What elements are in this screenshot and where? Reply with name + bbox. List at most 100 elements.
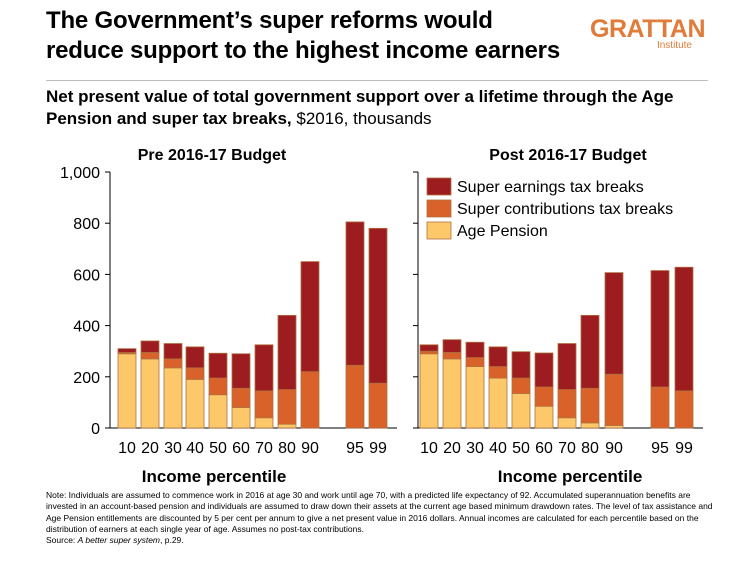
bar-contributions xyxy=(185,367,205,380)
y-tick-label: 600 xyxy=(73,267,100,284)
x-tick-label: 40 xyxy=(186,440,204,457)
bar-contributions xyxy=(254,390,274,419)
x-tick-label: 10 xyxy=(420,440,438,457)
bar-earnings xyxy=(117,348,137,353)
bar-contributions xyxy=(442,352,462,360)
divider xyxy=(46,80,708,81)
bar-contributions xyxy=(534,386,554,407)
panel-title: Pre 2016-17 Budget xyxy=(138,147,287,164)
bar-earnings xyxy=(580,314,600,389)
bar-earnings xyxy=(488,346,508,367)
x-tick-label: 20 xyxy=(443,440,461,457)
x-tick-label: 90 xyxy=(301,440,319,457)
bar-earnings xyxy=(534,352,554,388)
panel-title: Post 2016-17 Budget xyxy=(489,147,647,164)
y-tick-label: 200 xyxy=(73,370,100,387)
y-tick-label: 400 xyxy=(73,319,100,336)
grattan-logo: GRATTAN Institute xyxy=(590,16,720,51)
bar-pension xyxy=(185,378,205,429)
x-tick-label: 90 xyxy=(605,440,623,457)
bar-contributions xyxy=(650,386,670,429)
bar-earnings xyxy=(465,341,485,358)
legend-label: Super earnings tax breaks xyxy=(457,179,644,196)
bar-earnings xyxy=(419,344,439,352)
bar-pension xyxy=(557,417,577,429)
bar-pension xyxy=(117,353,137,429)
x-tick-label: 70 xyxy=(558,440,576,457)
x-tick-label: 60 xyxy=(535,440,553,457)
x-tick-label: 80 xyxy=(278,440,296,457)
source-suffix: , p.29. xyxy=(160,535,184,546)
bar-pension xyxy=(231,407,251,429)
x-tick-label: 50 xyxy=(512,440,530,457)
y-tick-label: 800 xyxy=(73,216,100,233)
bar-contributions xyxy=(557,389,577,419)
legend-swatch-contributions xyxy=(426,199,452,218)
bar-earnings xyxy=(442,339,462,353)
x-tick-label: 30 xyxy=(164,440,182,457)
title-line-1: The Government’s super reforms would xyxy=(46,7,493,34)
bar-pension xyxy=(465,366,485,429)
bar-earnings xyxy=(511,351,531,379)
subtitle-units: $2016, thousands xyxy=(291,109,432,128)
x-tick-label: 80 xyxy=(581,440,599,457)
bar-contributions xyxy=(604,373,624,426)
bar-earnings xyxy=(368,227,388,384)
x-tick-label: 40 xyxy=(489,440,507,457)
bar-pension xyxy=(511,393,531,429)
bar-contributions xyxy=(163,358,183,369)
bar-pension xyxy=(419,353,439,429)
notes-text: Note: Individuals are assumed to commenc… xyxy=(46,490,713,534)
bar-earnings xyxy=(674,266,694,392)
chart-title: The Government’s super reforms would red… xyxy=(46,6,606,66)
bar-earnings xyxy=(604,272,624,375)
bar-earnings xyxy=(140,340,160,353)
legend-swatch-earnings xyxy=(426,177,452,196)
bar-pension xyxy=(534,405,554,429)
bar-contributions xyxy=(140,352,160,360)
x-tick-label: 10 xyxy=(118,440,136,457)
source-title: A better super system xyxy=(77,535,161,546)
x-tick-label: 30 xyxy=(466,440,484,457)
bar-contributions xyxy=(208,377,228,396)
bar-pension xyxy=(277,423,297,429)
subtitle-bold: Net present value of total government su… xyxy=(46,87,674,128)
bar-pension xyxy=(208,394,228,429)
title-line-2: reduce support to the highest income ear… xyxy=(46,37,560,64)
bar-contributions xyxy=(488,366,508,379)
chart-subtitle: Net present value of total government su… xyxy=(46,86,726,130)
legend-label: Super contributions tax breaks xyxy=(457,201,673,218)
x-tick-label: 70 xyxy=(255,440,273,457)
bar-contributions xyxy=(345,364,365,429)
bar-contributions xyxy=(511,377,531,394)
x-tick-label: 20 xyxy=(141,440,159,457)
y-tick-label: 0 xyxy=(91,421,100,438)
x-tick-label: 99 xyxy=(369,440,387,457)
bar-pension xyxy=(488,377,508,429)
legend-swatch-pension xyxy=(426,221,452,240)
bar-earnings xyxy=(163,343,183,360)
chart-canvas: 0 200 400 600 800 1,000 Pre 2016-17 Budget 10 20… xyxy=(60,147,703,486)
bar-contributions xyxy=(231,387,251,408)
bar-earnings xyxy=(557,343,577,390)
x-tick-label: 99 xyxy=(675,440,693,457)
logo-sub-text: Institute xyxy=(656,40,692,51)
x-axis-label: Income percentile xyxy=(142,467,287,486)
bar-pension xyxy=(442,358,462,429)
bar-earnings xyxy=(254,344,274,392)
bar-contributions xyxy=(368,382,388,429)
bar-pension xyxy=(140,358,160,429)
x-tick-label: 95 xyxy=(651,440,669,457)
bar-earnings xyxy=(231,353,251,389)
chart-notes: Note: Individuals are assumed to commenc… xyxy=(46,490,716,546)
bar-contributions xyxy=(580,387,600,424)
bar-contributions xyxy=(465,357,485,367)
x-tick-label: 95 xyxy=(346,440,364,457)
bar-contributions xyxy=(300,371,320,429)
bar-earnings xyxy=(300,261,320,373)
legend-label: Age Pension xyxy=(457,223,548,240)
bar-earnings xyxy=(208,352,228,379)
y-tick-label: 1,000 xyxy=(60,165,100,182)
bar-earnings xyxy=(345,221,365,366)
bar-contributions xyxy=(277,389,297,425)
